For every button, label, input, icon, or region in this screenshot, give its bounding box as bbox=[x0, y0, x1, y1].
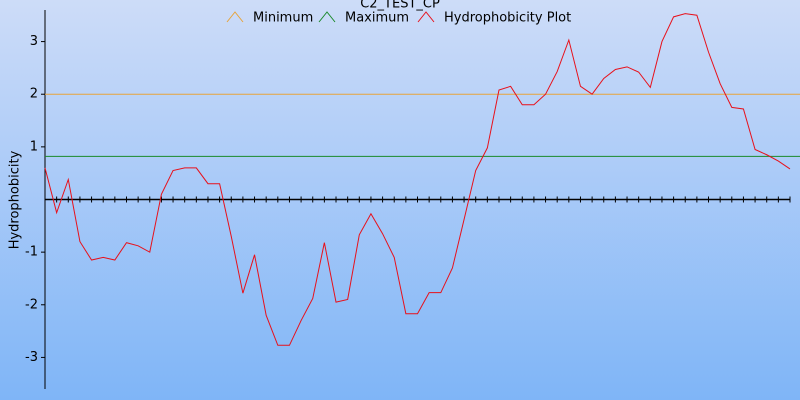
legend-icon bbox=[417, 11, 435, 23]
series-line bbox=[44, 13, 791, 346]
y-tick-label: 3 bbox=[30, 34, 38, 49]
y-tick-label: -3 bbox=[25, 350, 38, 365]
legend-label: Maximum bbox=[345, 11, 409, 26]
legend-label: Minimum bbox=[253, 11, 313, 26]
y-tick-label: -2 bbox=[25, 297, 38, 312]
legend-icon bbox=[226, 11, 244, 23]
legend: Minimum Maximum Hydrophobicity Plot bbox=[226, 11, 571, 26]
y-tick-label: -1 bbox=[25, 245, 38, 260]
legend-label: Hydrophobicity Plot bbox=[444, 11, 571, 26]
y-tick-label: 1 bbox=[30, 139, 38, 154]
y-axis-label: Hydrophobicity bbox=[8, 150, 23, 249]
legend-icon bbox=[318, 11, 336, 23]
y-tick-label: 2 bbox=[30, 87, 38, 102]
chart-title: C2_TEST_CP bbox=[360, 0, 440, 12]
